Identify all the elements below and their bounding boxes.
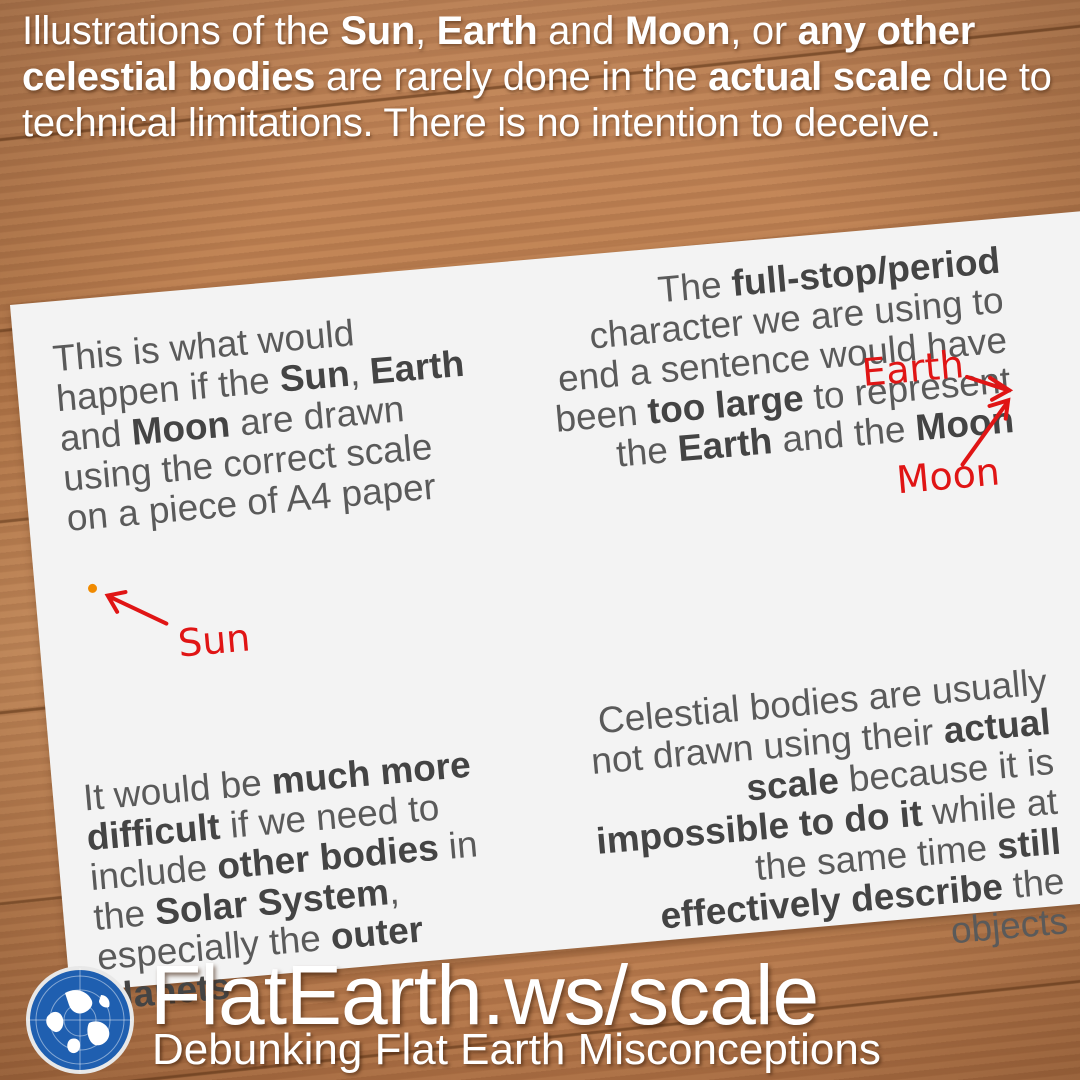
moon-arrow xyxy=(960,397,1011,467)
footer-title[interactable]: FlatEarth.ws/scale xyxy=(150,948,819,1042)
bold-run: Moon xyxy=(624,9,731,53)
bold-run: actual scale xyxy=(708,55,932,99)
text-run: are rarely done in the xyxy=(315,55,709,99)
text-run: , or xyxy=(730,9,798,53)
text-run: due to technical limitations. There is n… xyxy=(22,55,1052,145)
bold-run: Sun xyxy=(340,9,415,53)
globe-icon xyxy=(26,966,134,1074)
intro-text: Illustrations of the Sun, Earth and Moon… xyxy=(22,8,1072,146)
text-run: , xyxy=(414,9,437,53)
text-run: Illustrations of the xyxy=(22,9,341,53)
a4-paper-sheet: This is what would happen if the Sun, Ea… xyxy=(10,211,1080,1018)
earth-label: Earth xyxy=(860,342,966,395)
bold-run: any other celestial bodies xyxy=(22,9,976,99)
sun-label: Sun xyxy=(176,615,253,666)
moon-label: Moon xyxy=(894,449,1002,503)
earth-arrow xyxy=(964,374,1014,402)
sun-arrow xyxy=(104,590,169,626)
footer-subtitle: Debunking Flat Earth Misconceptions xyxy=(152,1025,881,1074)
bold-run: Earth xyxy=(436,9,538,53)
arrows-svg xyxy=(104,374,1014,626)
text-run: and xyxy=(537,9,625,53)
